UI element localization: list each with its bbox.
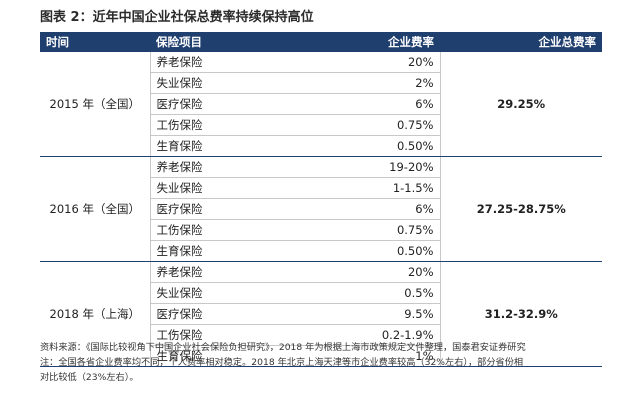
figure-title: 图表 2：近年中国企业社保总费率持续保持高位 [40, 10, 314, 25]
rate-cell: 0.50% [252, 240, 441, 262]
rate-cell: 20% [252, 261, 441, 283]
total-rate-cell: 31.2-32.9% [440, 261, 602, 367]
rate-cell: 20% [252, 52, 441, 73]
rate-cell: 0.75% [252, 114, 441, 136]
item-cell: 失业保险 [149, 72, 252, 94]
table-row: 生育保险 1% [40, 345, 602, 367]
rate-cell: 0.2-1.9% [252, 324, 441, 346]
table-row: 工伤保险 0.2-1.9% [40, 324, 602, 346]
rate-cell: 9.5% [252, 303, 441, 325]
table-row: 生育保险 0.50% [40, 135, 602, 157]
header-enterprise-rate: 企业费率 [252, 32, 440, 52]
social-insurance-rate-table: 时间 保险项目 企业费率 企业总费率 2015 年（全国） 养老保险 20% 2… [40, 32, 602, 367]
header-insurance-item: 保险项目 [150, 32, 252, 52]
table-row: 生育保险 0.50% [40, 240, 602, 262]
rate-cell: 0.5% [252, 282, 441, 304]
table-row: 失业保险 1-1.5% [40, 177, 602, 199]
item-cell: 生育保险 [149, 345, 252, 367]
item-cell: 失业保险 [149, 177, 252, 199]
table-row: 工伤保险 0.75% [40, 219, 602, 241]
table-row: 工伤保险 0.75% [40, 114, 602, 136]
item-cell: 养老保险 [149, 52, 252, 73]
rate-cell: 0.75% [252, 219, 441, 241]
year-cell: 2018 年（上海） [40, 261, 150, 367]
year-cell: 2015 年（全国） [40, 52, 150, 157]
item-cell: 工伤保险 [149, 324, 252, 346]
rate-cell: 0.50% [252, 135, 441, 157]
table-row: 医疗保险 9.5% [40, 303, 602, 325]
footnotes: 资料来源：《国际比较视角下中国企业社会保险负担研究》，2018 年为根据上海市政… [40, 340, 610, 385]
item-cell: 生育保险 [149, 135, 252, 157]
item-cell: 失业保险 [149, 282, 252, 304]
rate-cell: 1% [252, 345, 441, 367]
table-header-row: 时间 保险项目 企业费率 企业总费率 [40, 32, 602, 52]
table-row: 2015 年（全国） 养老保险 20% 29.25% [40, 52, 602, 157]
table-row: 医疗保险 6% [40, 198, 602, 220]
note-line-1: 注：全国各省企业费率均不同，个人费率相对稳定。2018 年北京上海天津等市企业费… [40, 357, 524, 368]
item-cell: 养老保险 [149, 261, 252, 283]
item-cell: 医疗保险 [149, 198, 252, 220]
table-row: 失业保险 2% [40, 72, 602, 94]
note-line-2: 对比较低（23%左右）。 [40, 372, 139, 383]
table-row: 失业保险 0.5% [40, 282, 602, 304]
item-cell: 工伤保险 [149, 114, 252, 136]
item-cell: 医疗保险 [149, 93, 252, 115]
table-row: 医疗保险 6% [40, 93, 602, 115]
rate-cell: 1-1.5% [252, 177, 441, 199]
table-row: 2018 年（上海） 养老保险 20% 31.2-32.9% [40, 261, 602, 367]
year-cell: 2016 年（全国） [40, 156, 150, 262]
item-cell: 工伤保险 [149, 219, 252, 241]
table-row: 2016 年（全国） 养老保险 19-20% 27.25-28.75% [40, 156, 602, 262]
header-enterprise-total-rate: 企业总费率 [440, 32, 602, 52]
rate-cell: 6% [252, 198, 441, 220]
total-rate-cell: 29.25% [440, 52, 602, 157]
source-note: 资料来源：《国际比较视角下中国企业社会保险负担研究》，2018 年为根据上海市政… [40, 342, 526, 353]
header-time: 时间 [40, 32, 150, 52]
item-cell: 生育保险 [149, 240, 252, 262]
item-cell: 养老保险 [149, 156, 252, 178]
item-cell: 医疗保险 [149, 303, 252, 325]
rate-cell: 19-20% [252, 156, 441, 178]
total-rate-cell: 27.25-28.75% [440, 156, 602, 262]
rate-cell: 2% [252, 72, 441, 94]
rate-cell: 6% [252, 93, 441, 115]
